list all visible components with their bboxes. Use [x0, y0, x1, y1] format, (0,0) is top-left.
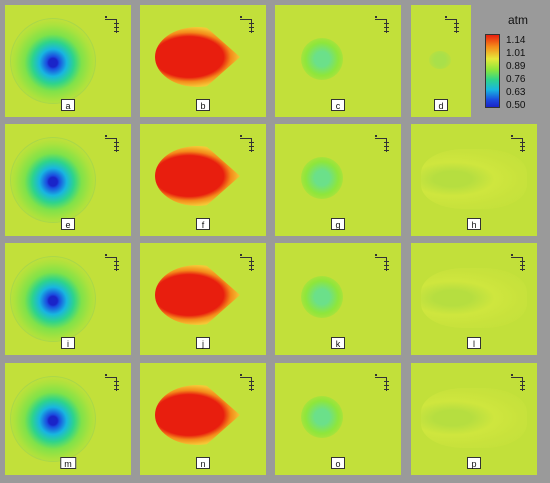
pressure-contour — [10, 256, 96, 342]
axes-indicator-icon — [511, 254, 527, 275]
panel-label: l — [467, 337, 481, 349]
axes-indicator-icon — [240, 16, 256, 37]
contour-panel-h: h — [411, 124, 537, 236]
panel-label: c — [331, 99, 345, 111]
legend-title: atm — [508, 13, 529, 27]
legend-tick: 0.63 — [506, 87, 526, 98]
pressure-contour — [155, 265, 240, 325]
panel-label: n — [196, 457, 210, 469]
panel-label: p — [467, 457, 481, 469]
pressure-contour — [155, 385, 240, 445]
color-legend: atm 1.14 1.01 0.89 0.76 0.63 0.50 — [478, 5, 550, 117]
axes-indicator-icon — [375, 135, 391, 156]
axes-indicator-icon — [375, 16, 391, 37]
axes-indicator-icon — [105, 135, 121, 156]
legend-tick: 1.14 — [506, 35, 526, 46]
contour-panel-n: n — [140, 363, 266, 475]
contour-panel-b: b — [140, 5, 266, 117]
pressure-contour — [429, 51, 451, 69]
legend-color-bar — [485, 34, 500, 108]
panel-label: i — [61, 337, 75, 349]
contour-panel-k: k — [275, 243, 401, 355]
contour-panel-a: a — [5, 5, 131, 117]
contour-panel-p: p — [411, 363, 537, 475]
panel-label: f — [196, 218, 210, 230]
pressure-contour — [301, 157, 343, 199]
legend-tick: 1.01 — [506, 48, 526, 59]
pressure-contour — [155, 146, 240, 206]
axes-indicator-icon — [240, 135, 256, 156]
pressure-contour — [10, 137, 96, 223]
contour-panel-j: j — [140, 243, 266, 355]
axes-indicator-icon — [511, 135, 527, 156]
contour-panel-m: m — [5, 363, 131, 475]
axes-indicator-icon — [375, 374, 391, 395]
pressure-contour — [421, 268, 527, 328]
contour-panel-f: f — [140, 124, 266, 236]
contour-panel-g: g — [275, 124, 401, 236]
axes-indicator-icon — [240, 374, 256, 395]
panel-label: h — [467, 218, 481, 230]
pressure-contour — [301, 396, 343, 438]
legend-tick: 0.76 — [506, 74, 526, 85]
axes-indicator-icon — [105, 254, 121, 275]
pressure-contour — [301, 276, 343, 318]
pressure-contour — [301, 38, 343, 80]
panel-label: m — [60, 457, 76, 469]
panel-label: j — [196, 337, 210, 349]
legend-tick: 0.89 — [506, 61, 526, 72]
axes-indicator-icon — [105, 16, 121, 37]
legend-tick: 0.50 — [506, 100, 526, 111]
axes-indicator-icon — [105, 374, 121, 395]
panel-label: k — [331, 337, 345, 349]
pressure-contour — [155, 27, 240, 87]
contour-panel-e: e — [5, 124, 131, 236]
panel-label: e — [61, 218, 75, 230]
axes-indicator-icon — [445, 16, 461, 37]
panel-label: o — [331, 457, 345, 469]
contour-panel-l: l — [411, 243, 537, 355]
axes-indicator-icon — [240, 254, 256, 275]
pressure-contour — [10, 18, 96, 104]
panel-label: b — [196, 99, 210, 111]
contour-panel-o: o — [275, 363, 401, 475]
contour-panel-c: c — [275, 5, 401, 117]
panel-label: g — [331, 218, 345, 230]
pressure-contour — [421, 388, 527, 448]
pressure-contour — [421, 149, 527, 209]
panel-label: d — [434, 99, 448, 111]
axes-indicator-icon — [511, 374, 527, 395]
pressure-contour — [10, 376, 96, 462]
panel-label: a — [61, 99, 75, 111]
contour-panel-d: d — [411, 5, 471, 117]
contour-panel-i: i — [5, 243, 131, 355]
axes-indicator-icon — [375, 254, 391, 275]
